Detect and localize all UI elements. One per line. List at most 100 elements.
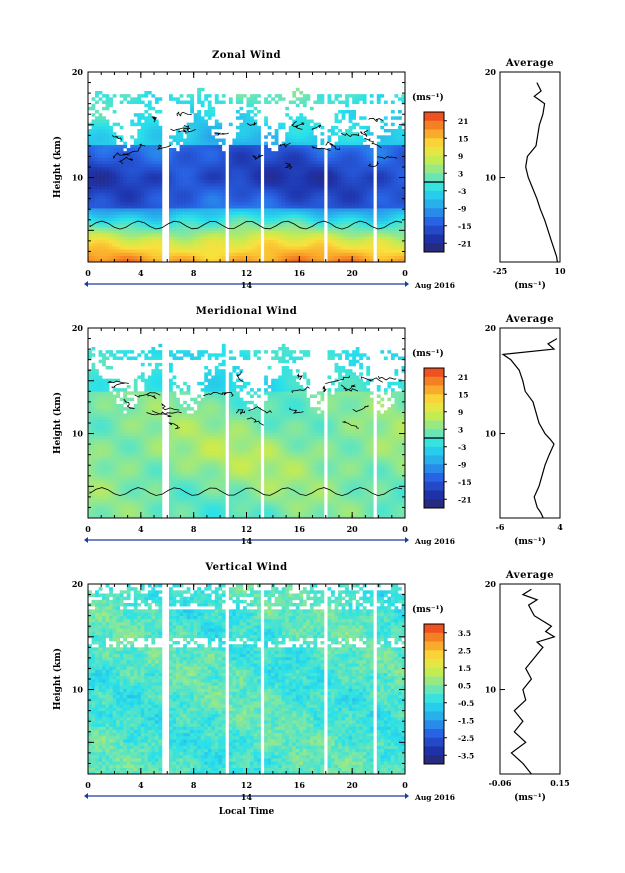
heatmap-cell — [137, 502, 141, 505]
heatmap-cell — [95, 471, 99, 474]
heatmap-cell — [313, 180, 317, 183]
heatmap-cell — [363, 186, 367, 189]
average-x-tick-label: -25 — [493, 266, 507, 276]
heatmap-cell — [317, 164, 321, 167]
heatmap-cell — [190, 221, 194, 224]
heatmap-cell — [232, 161, 236, 164]
heatmap-cell — [215, 126, 219, 129]
y-tick-label: 20 — [72, 67, 84, 77]
heatmap-cell — [141, 208, 145, 211]
heatmap-cell — [313, 240, 317, 243]
heatmap-cell — [310, 120, 314, 123]
heatmap-cell — [144, 357, 148, 360]
heatmap-cell — [134, 480, 138, 483]
heatmap-cell — [88, 177, 92, 180]
heatmap-cell — [180, 234, 184, 237]
heatmap-cell — [113, 221, 117, 224]
heatmap-cell — [176, 237, 180, 240]
heatmap-cell — [352, 253, 356, 256]
heatmap-cell — [257, 139, 261, 142]
heatmap-cell — [299, 151, 303, 154]
heatmap-cell — [394, 253, 398, 256]
heatmap-cell — [391, 180, 395, 183]
heatmap-cell — [310, 107, 314, 110]
heatmap-cell — [239, 240, 243, 243]
heatmap-cell — [127, 101, 131, 104]
heatmap-cell — [137, 218, 141, 221]
heatmap-cell — [141, 445, 145, 448]
heatmap-cell — [363, 97, 367, 100]
heatmap-cell — [173, 199, 177, 202]
heatmap-cell — [285, 205, 289, 208]
heatmap-cell — [106, 496, 110, 499]
heatmap-cell — [120, 101, 124, 104]
heatmap-cell — [148, 401, 152, 404]
heatmap-cell — [317, 249, 321, 252]
heatmap-cell — [92, 414, 96, 417]
heatmap-cell — [155, 467, 159, 470]
heatmap-cell — [102, 199, 106, 202]
heatmap-cell — [148, 388, 152, 391]
heatmap-cell — [247, 177, 251, 180]
heatmap-cell — [116, 496, 120, 499]
heatmap-cell — [120, 483, 124, 486]
heatmap-cell — [218, 256, 222, 259]
heatmap-cell — [134, 224, 138, 227]
heatmap-cell — [313, 142, 317, 145]
heatmap-cell — [95, 499, 99, 502]
heatmap-cell — [257, 199, 261, 202]
heatmap-cell — [190, 110, 194, 113]
heatmap-cell — [120, 199, 124, 202]
heatmap-cell — [141, 211, 145, 214]
heatmap-cell — [320, 167, 324, 170]
heatmap-cell — [342, 224, 346, 227]
x-tick-label: 8 — [191, 268, 197, 278]
heatmap-cell — [127, 464, 131, 467]
heatmap-cell — [148, 376, 152, 379]
heatmap-cell — [335, 97, 339, 100]
heatmap-cell — [349, 129, 353, 132]
heatmap-cell — [144, 132, 148, 135]
heatmap-cell — [254, 240, 258, 243]
heatmap-cell — [204, 142, 208, 145]
heatmap-cell — [289, 237, 293, 240]
heatmap-cell — [120, 243, 124, 246]
heatmap-cell — [194, 120, 198, 123]
heatmap-cell — [289, 132, 293, 135]
heatmap-cell — [155, 483, 159, 486]
heatmap-cell — [201, 167, 205, 170]
heatmap-cell — [130, 101, 134, 104]
heatmap-cell — [109, 151, 113, 154]
heatmap-cell — [106, 120, 110, 123]
heatmap-cell — [134, 192, 138, 195]
heatmap-cell — [366, 218, 370, 221]
heatmap-cell — [95, 480, 99, 483]
heatmap-cell — [204, 246, 208, 249]
heatmap-cell — [102, 101, 106, 104]
heatmap-cell — [342, 208, 346, 211]
heatmap-cell — [247, 186, 251, 189]
heatmap-cell — [303, 97, 307, 100]
heatmap-cell — [391, 139, 395, 142]
heatmap-cell — [134, 379, 138, 382]
heatmap-cell — [148, 486, 152, 489]
heatmap-cell — [95, 227, 99, 230]
heatmap-cell — [92, 177, 96, 180]
heatmap-cell — [352, 218, 356, 221]
heatmap-cell — [331, 132, 335, 135]
heatmap-cell — [155, 502, 159, 505]
heatmap-cell — [158, 429, 162, 432]
heatmap-cell — [130, 477, 134, 480]
heatmap-cell — [120, 186, 124, 189]
heatmap-cell — [141, 423, 145, 426]
heatmap-cell — [229, 243, 233, 246]
heatmap-cell — [141, 202, 145, 205]
heatmap-cell — [102, 445, 106, 448]
heatmap-cell — [278, 148, 282, 151]
heatmap-cell — [380, 202, 384, 205]
heatmap-cell — [306, 135, 310, 138]
heatmap-cell — [123, 199, 127, 202]
heatmap-cell — [130, 148, 134, 151]
heatmap-cell — [141, 205, 145, 208]
heatmap-cell — [366, 230, 370, 233]
